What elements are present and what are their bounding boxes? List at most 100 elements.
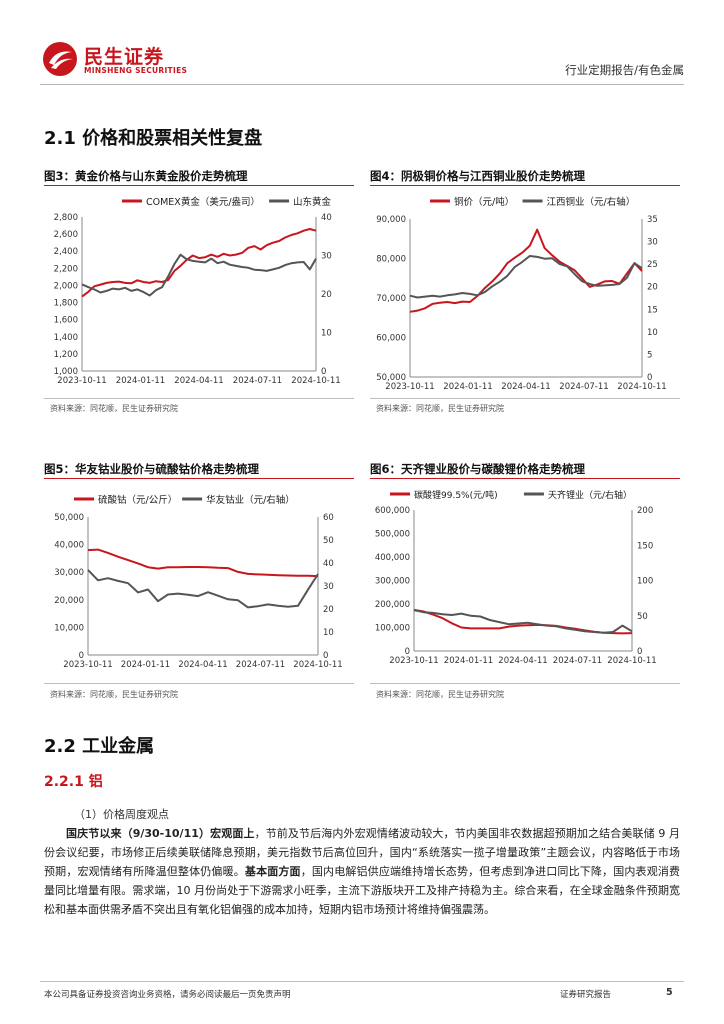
fig3-y-left-tick: 2,800: [54, 213, 78, 223]
fig4-y-right-tick: 0: [647, 373, 652, 383]
fig5-title-rule: [44, 478, 354, 479]
fig6-x-tick: 2023-10-11: [389, 656, 438, 666]
fig6-x-tick: 2024-01-11: [444, 656, 493, 666]
fig3-source: 资料来源：同花顺，民生证券研究院: [50, 404, 178, 413]
fig4-y-right-tick: 20: [647, 283, 658, 293]
aluminum-weekly-paragraph: 国庆节以来（9/30-10/11）宏观面上，节前及节后海内外宏观情绪波动较大，节…: [44, 824, 680, 919]
footer-disclaimer: 本公司具备证券投资咨询业务资格，请务必阅读最后一页免责声明: [44, 990, 291, 1000]
fig3-y-left-tick: 1,400: [54, 333, 78, 343]
paragraph-lead-macro: 国庆节以来（9/30-10/11）宏观面上: [66, 827, 255, 840]
fig4-y-right-tick: 25: [647, 260, 658, 270]
fig6-series-line-0: [413, 608, 633, 635]
fig5-chart: 硫酸钴（元/公斤） 华友钴业（元/右轴） 0 10,000 20,000 30,000 40…: [54, 494, 342, 670]
fig6-y-right-tick: 0: [637, 647, 642, 657]
fig5-series-line-1: [87, 569, 319, 609]
fig5-x-tick: 2024-10-11: [293, 660, 342, 670]
fig3-series-line-0: [81, 228, 317, 298]
fig5-y-left-tick: 10,000: [54, 623, 84, 633]
fig3-y-right-tick: 20: [321, 290, 332, 300]
fig3-chart: COMEX黄金（美元/盎司） 山东黄金 1,000 1,200 1,400 1,600 1,…: [54, 196, 341, 386]
section-2-2-1-title: 2.2.1 铝: [44, 774, 103, 790]
fig4-source-rule: [370, 398, 680, 399]
fig6-x-tick: 2024-04-11: [498, 656, 547, 666]
fig6-y-right-tick: 100: [637, 577, 653, 587]
fig3-legend-label-1: 山东黄金: [293, 196, 332, 208]
fig6-y-left-tick: 300,000: [375, 577, 410, 587]
page-number: 5: [666, 987, 673, 998]
fig5-y-right-tick: 60: [323, 513, 334, 523]
fig5-series-line-0: [87, 548, 319, 578]
fig3-x-tick: 2024-01-11: [116, 376, 165, 386]
fig3-y-left-tick: 1,000: [54, 367, 78, 377]
fig4-title-rule: [370, 185, 680, 186]
fig3-y-left-tick: 2,200: [54, 264, 78, 274]
fig5-legend-label-0: 硫酸钴（元/公斤）: [98, 494, 177, 506]
fig3-y-right-tick: 40: [321, 213, 332, 223]
fig5-y-left-tick: 40,000: [54, 541, 84, 551]
fig3-x-tick: 2024-07-11: [233, 376, 282, 386]
fig3-y-left-tick: 2,000: [54, 281, 78, 291]
fig6-y-left-tick: 200,000: [375, 600, 410, 610]
fig4-x-tick: 2024-04-11: [501, 382, 550, 392]
price-view-label: （1）价格周度观点: [74, 808, 169, 821]
fig4-y-right-tick: 35: [647, 215, 658, 225]
fig6-y-left-tick: 400,000: [375, 553, 410, 563]
fig4-x-tick: 2024-07-11: [559, 382, 608, 392]
fig4-y-left-tick: 70,000: [376, 294, 406, 304]
fig3-y-left-tick: 1,200: [54, 350, 78, 360]
fig4-legend-label-0: 铜价（元/吨）: [454, 196, 514, 208]
report-type: 行业定期报告/有色金属: [565, 63, 684, 77]
fig6-legend-label-0: 碳酸锂99.5%(元/吨): [414, 489, 498, 501]
fig4-y-left-tick: 60,000: [376, 334, 406, 344]
fig3-y-left-tick: 1,600: [54, 316, 78, 326]
fig6-source-rule: [370, 683, 680, 684]
fig6-x-tick: 2024-07-11: [553, 656, 602, 666]
fig5-x-tick: 2024-07-11: [236, 660, 285, 670]
fig3-y-left-tick: 2,600: [54, 230, 78, 240]
fig6-y-right-tick: 50: [637, 612, 648, 622]
fig6-y-left-tick: 600,000: [375, 506, 410, 516]
logo-chinese-name: 民生证券: [84, 46, 165, 68]
fig5-y-right-tick: 10: [323, 628, 334, 638]
fig5-y-left-tick: 50,000: [54, 513, 84, 523]
fig3-y-right-tick: 10: [321, 329, 332, 339]
fig4-series-line-1: [409, 255, 643, 299]
fig3-x-tick: 2024-10-11: [291, 376, 340, 386]
minsheng-logo-icon: [43, 42, 77, 76]
paragraph-lead-fundamentals: 基本面方面: [244, 865, 301, 878]
fig3-y-left-tick: 2,400: [54, 247, 78, 257]
fig4-y-right-tick: 5: [647, 350, 652, 360]
fig5-y-left-tick: 20,000: [54, 596, 84, 606]
fig4-y-right-tick: 10: [647, 328, 658, 338]
section-2-1-title: 2.1 价格和股票相关性复盘: [44, 128, 263, 149]
fig6-title: 图6：天齐锂业股价与碳酸锂价格走势梳理: [370, 462, 585, 476]
fig4-source: 资料来源：同花顺，民生证券研究院: [376, 404, 504, 413]
fig4-y-right-tick: 30: [647, 238, 658, 248]
fig3-y-right-tick: 0: [321, 367, 326, 377]
fig4-y-left-tick: 50,000: [376, 373, 406, 383]
fig6-y-left-tick: 0: [405, 647, 410, 657]
fig5-x-tick: 2024-01-11: [121, 660, 170, 670]
fig6-x-tick: 2024-10-11: [607, 656, 656, 666]
fig4-title: 图4：阴极铜价格与江西铜业股价走势梳理: [370, 169, 585, 183]
fig4-x-tick: 2024-10-11: [617, 382, 666, 392]
fig6-source: 资料来源：同花顺，民生证券研究院: [376, 690, 504, 699]
fig3-title-rule: [44, 185, 354, 186]
fig4-y-left-tick: 90,000: [376, 215, 406, 225]
footer-category: 证券研究报告: [560, 990, 612, 1000]
paragraph-body-2: ，国内电解铝供应端维持增长态势，但考虑到净进口同比下降，国内表观消费量同比增量有…: [44, 865, 681, 916]
fig6-y-left-tick: 100,000: [375, 624, 410, 634]
fig6-legend-label-1: 天齐锂业（元/右轴）: [548, 489, 632, 501]
fig4-chart: 铜价（元/吨） 江西铜业（元/右轴） 50,000 60,000 70,000 80,00…: [376, 196, 666, 392]
logo-english-name: MINSHENG SECURITIES: [84, 66, 188, 75]
fig6-chart: 碳酸锂99.5%(元/吨) 天齐锂业（元/右轴） 0 100,000 200,000 30…: [375, 489, 657, 666]
fig3-y-left-tick: 1,800: [54, 299, 78, 309]
fig6-y-right-tick: 200: [637, 506, 653, 516]
fig4-x-tick: 2023-10-11: [385, 382, 434, 392]
fig3-legend-label-0: COMEX黄金（美元/盎司）: [146, 196, 260, 208]
fig5-legend-label-1: 华友钴业（元/右轴）: [206, 494, 295, 506]
fig4-y-right-tick: 15: [647, 305, 658, 315]
footer-divider: [40, 981, 684, 982]
fig4-legend-label-1: 江西铜业（元/右轴）: [547, 196, 636, 208]
fig5-x-tick: 2024-04-11: [178, 660, 227, 670]
